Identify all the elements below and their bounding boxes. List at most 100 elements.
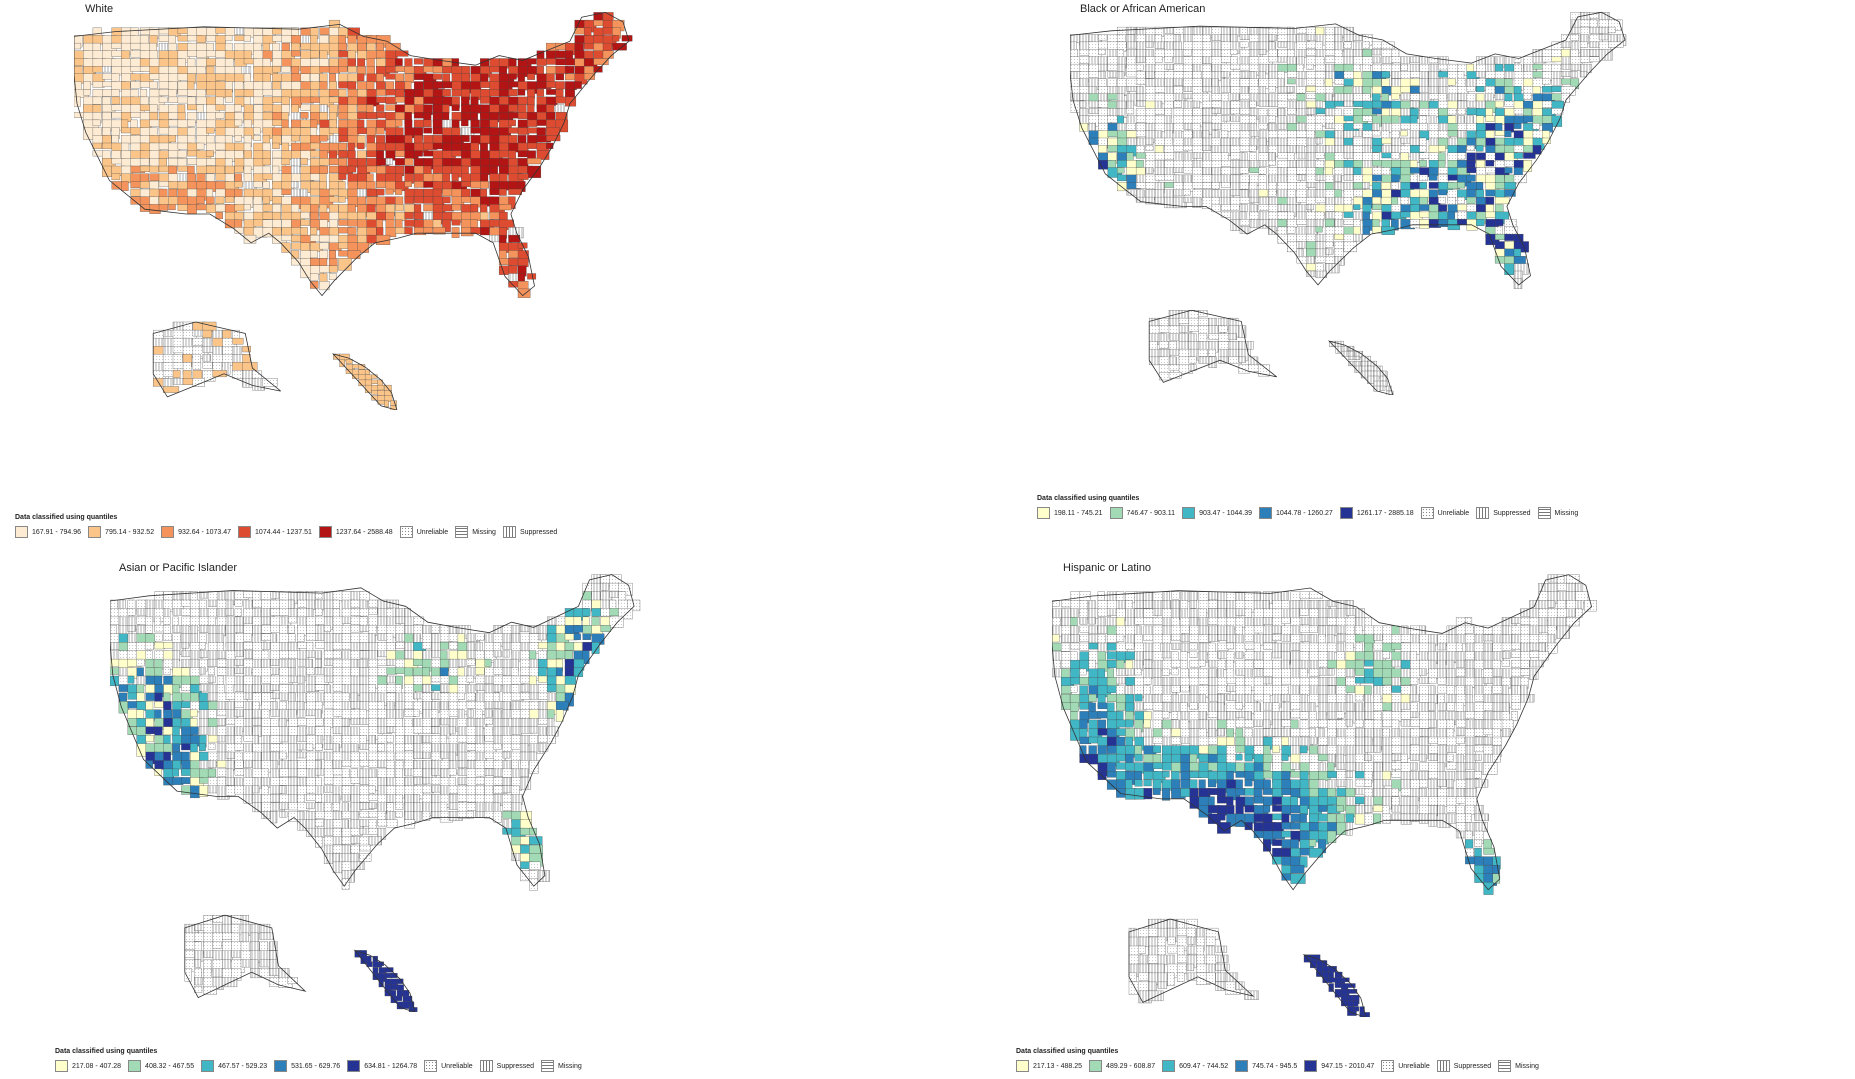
county-cell <box>1547 642 1558 654</box>
county-cell <box>216 658 227 668</box>
county-cell <box>207 726 219 736</box>
county-cell <box>423 112 432 121</box>
county-cell <box>162 346 175 356</box>
county-cell <box>386 735 394 743</box>
county-cell <box>1523 100 1535 109</box>
county-cell <box>1249 145 1257 152</box>
county-cell <box>92 89 103 98</box>
county-cell <box>1079 108 1089 117</box>
county-cell <box>1327 651 1335 661</box>
county-cell <box>1372 196 1381 205</box>
county-cell <box>270 743 280 752</box>
county-cell <box>270 608 280 616</box>
county-cell <box>386 599 399 609</box>
county-cell <box>1134 634 1143 644</box>
county-cell <box>1520 694 1535 703</box>
county-cell <box>1476 130 1487 140</box>
county-cell <box>272 204 282 213</box>
county-cell <box>242 346 251 353</box>
county-cell <box>1211 145 1222 154</box>
legend-swatch <box>201 1060 215 1072</box>
county-cell <box>1061 600 1072 608</box>
county-cell <box>225 608 234 616</box>
county-cell <box>1437 642 1447 651</box>
county-cell <box>206 196 215 205</box>
county-cell <box>1154 174 1166 181</box>
county-cell <box>498 181 510 191</box>
county-cell <box>1296 248 1304 257</box>
missing-swatch <box>541 1060 555 1072</box>
legend-missing: Missing <box>455 526 496 538</box>
county-cell <box>1211 204 1221 213</box>
county-cell <box>359 608 369 617</box>
county-cell <box>1551 115 1563 127</box>
county-cell <box>493 768 505 777</box>
county-cell <box>422 650 432 660</box>
legend-swatch <box>1109 507 1123 519</box>
county-cell <box>466 692 476 702</box>
county-cell <box>207 667 215 676</box>
county-cell <box>1220 182 1231 188</box>
legend-label: 531.65 - 629.76 <box>291 1062 341 1070</box>
county-cell <box>529 675 537 686</box>
county-cell <box>291 135 300 142</box>
county-cell <box>199 633 207 644</box>
legend-swatch <box>318 526 332 538</box>
county-cell <box>1400 130 1408 137</box>
county-cell <box>163 633 173 641</box>
county-cell <box>1239 26 1248 36</box>
county-cell <box>272 58 283 67</box>
county-cell <box>154 701 164 708</box>
county-cell <box>1334 137 1344 146</box>
legend-label: 467.57 - 529.23 <box>218 1062 268 1070</box>
county-cell <box>1438 189 1448 196</box>
county-cell <box>1523 93 1532 100</box>
county-cell <box>1400 196 1409 205</box>
county-cell <box>281 119 289 129</box>
county-cell <box>291 50 301 57</box>
county-cell <box>350 633 362 644</box>
county-cell <box>1268 86 1276 93</box>
county-cell <box>1438 174 1449 184</box>
county-cell <box>1566 574 1580 584</box>
county-cell <box>368 785 376 794</box>
county-cell <box>1117 93 1125 102</box>
county-cell <box>139 81 151 88</box>
county-cell <box>466 675 474 683</box>
legend-class-4: 1074.44 - 1237.51 <box>238 526 312 538</box>
county-cell <box>1532 63 1544 70</box>
county-cell <box>555 692 567 702</box>
county-cell <box>262 104 274 112</box>
county-cell <box>508 188 522 195</box>
county-cell <box>1511 702 1521 710</box>
county-cell <box>1158 341 1169 349</box>
county-cell <box>1324 219 1335 227</box>
county-cell <box>1547 600 1556 608</box>
county-cell <box>527 66 537 75</box>
legend-class-2: 746.47 - 903.11 <box>1109 507 1175 519</box>
county-cell <box>231 932 240 943</box>
county-cell <box>1192 130 1202 139</box>
county-cell <box>92 66 104 73</box>
county-cell <box>1327 642 1338 653</box>
county-cell <box>413 58 423 65</box>
county-cell <box>395 127 404 136</box>
county-cell <box>1117 167 1125 174</box>
county-cell <box>1249 196 1259 204</box>
county-cell <box>253 135 262 141</box>
county-cell <box>199 684 209 692</box>
county-cell <box>279 768 289 778</box>
county-cell <box>502 802 512 811</box>
county-cell <box>315 768 326 776</box>
legend-label: 1074.44 - 1237.51 <box>255 528 312 536</box>
county-cell <box>1373 375 1380 382</box>
county-cell <box>315 760 322 770</box>
county-cell <box>618 608 633 620</box>
county-cell <box>338 142 348 151</box>
county-cell <box>1116 634 1125 642</box>
county-cell <box>1173 100 1182 108</box>
county-cell <box>310 58 321 68</box>
county-cell <box>332 701 343 712</box>
county-cell <box>1145 137 1154 145</box>
county-cell <box>395 718 403 728</box>
